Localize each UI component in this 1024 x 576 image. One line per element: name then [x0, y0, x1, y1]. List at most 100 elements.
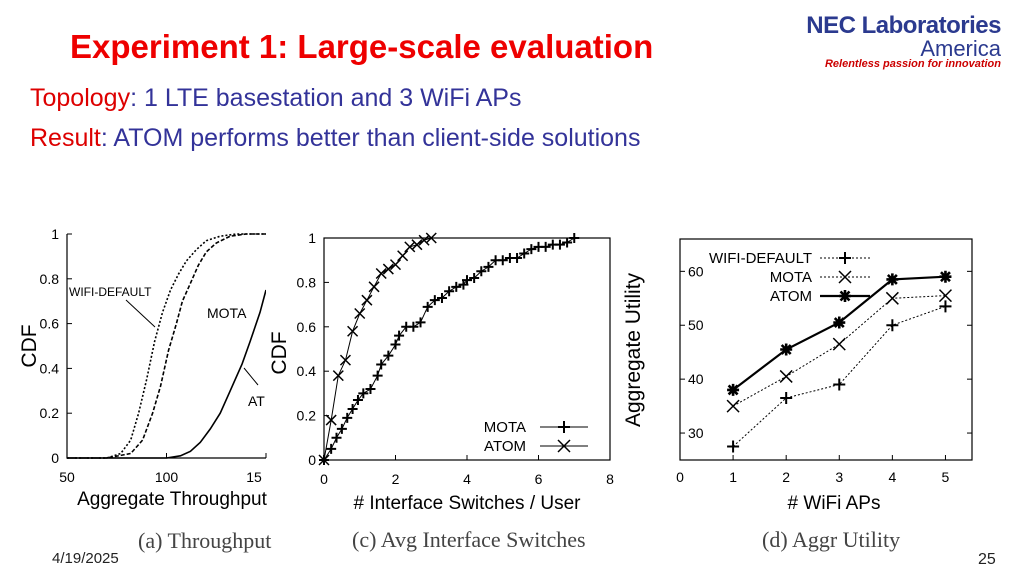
data-point-mota — [429, 295, 440, 306]
data-point-mota — [365, 383, 376, 394]
data-point-atom — [418, 234, 430, 246]
legend-label-atom: ATOM — [484, 438, 526, 455]
data-point-mota — [347, 403, 358, 414]
plot-frame — [66, 234, 266, 459]
data-point-mota — [476, 266, 487, 277]
data-point-mota — [512, 252, 523, 263]
y-tick-label: 1 — [51, 226, 59, 242]
series-group — [67, 233, 266, 459]
data-point-mota — [444, 286, 455, 297]
legend-label-mota: MOTA — [484, 419, 526, 436]
y-tick-label: 1 — [308, 230, 316, 246]
legend-marker-wifi-default — [839, 252, 851, 264]
y-tick-label: 0.6 — [297, 319, 317, 335]
data-point-mota — [526, 244, 537, 255]
legend-label-wifi-default: WIFI-DEFAULT — [709, 250, 812, 267]
annotation-wifi-default: WIFI-DEFAULT — [69, 285, 152, 299]
caption-interface-switches: (c) Avg Interface Switches — [352, 527, 586, 552]
series-line-atom — [323, 237, 432, 461]
data-point-mota — [342, 412, 353, 423]
legend-marker-atom — [557, 439, 571, 453]
legend-marker-mota — [558, 421, 570, 433]
y-tick-label: 0.2 — [297, 408, 317, 424]
data-point-mota — [483, 261, 494, 272]
data-point-atom — [375, 267, 387, 280]
data-point-wifi-default — [939, 300, 952, 313]
data-point-mota — [497, 255, 508, 266]
data-point-atom — [780, 343, 793, 356]
data-point-mota — [554, 239, 565, 250]
x-axis-label: # WiFi APs — [788, 493, 881, 514]
data-point-atom — [332, 370, 344, 382]
data-point-mota — [938, 289, 952, 303]
data-point-atom — [361, 294, 373, 306]
data-point-atom — [354, 307, 366, 320]
series-line-wifi-default — [67, 233, 266, 459]
y-tick-label: 60 — [688, 263, 704, 279]
data-point-mota — [885, 291, 899, 305]
data-point-atom — [425, 232, 437, 244]
logo-line2: America — [920, 36, 1001, 61]
nec-logo: NEC Laboratories America Relentless pass… — [790, 10, 1015, 70]
x-tick-label: 4 — [888, 469, 896, 485]
x-tick-label: 0 — [320, 471, 328, 487]
data-point-mota — [394, 330, 405, 341]
x-tick-label: 100 — [155, 469, 179, 485]
data-point-atom — [833, 316, 846, 329]
x-tick-label: 5 — [942, 469, 950, 485]
y-tick-label: 0.4 — [297, 363, 317, 379]
x-tick-label: 6 — [535, 471, 543, 487]
plot-frame — [679, 238, 973, 461]
data-point-mota — [422, 301, 433, 312]
x-tick-label: 2 — [782, 469, 790, 485]
legend-label-mota: MOTA — [770, 269, 812, 286]
data-point-mota — [372, 370, 383, 381]
data-point-wifi-default — [833, 378, 846, 391]
y-tick-label: 0.8 — [40, 271, 60, 287]
y-axis-label: Aggregate Utility — [622, 272, 645, 427]
x-tick-label: 4 — [463, 471, 471, 487]
data-point-mota — [331, 432, 342, 443]
aggregate-utility-chart: 30 40 50 60 0 1 2 3 4 5 WIFI-DEFAULT MOTA ATOM # WiFi… — [622, 238, 973, 514]
x-axis-label: Aggregate Throughput — [77, 489, 268, 510]
data-point-wifi-default — [780, 392, 793, 405]
series-line-wifi-default — [732, 305, 946, 447]
data-point-atom — [368, 281, 380, 293]
data-point-mota — [408, 321, 419, 332]
annotation-arrow — [243, 367, 259, 386]
legend-label-atom: ATOM — [770, 288, 812, 305]
series-line-atom — [67, 289, 266, 459]
x-tick-label: 2 — [392, 471, 400, 487]
data-point-atom — [404, 241, 416, 253]
y-tick-label: 0.2 — [40, 405, 60, 421]
data-point-mota — [358, 388, 369, 399]
data-point-mota — [562, 237, 573, 248]
y-tick-label: 0.6 — [40, 316, 60, 332]
data-point-mota — [326, 443, 337, 454]
data-point-wifi-default — [727, 440, 740, 453]
y-tick-label: 0.4 — [40, 360, 60, 376]
result-key: Result — [30, 124, 101, 152]
x-tick-label: 8 — [606, 471, 614, 487]
data-point-mota — [390, 339, 401, 350]
data-point-atom — [886, 273, 899, 286]
result-value: : ATOM performs better than client-side … — [100, 124, 641, 152]
throughput-cdf-chart: 0 0.2 0.4 0.6 0.8 1 50 100 15 WIFI-DEFAULT MOTA AT A… — [18, 226, 268, 510]
caption-throughput: (a) Throughput — [138, 528, 272, 553]
annotation-mota: MOTA — [207, 305, 247, 321]
y-tick-label: 0.8 — [297, 274, 317, 290]
y-axis-label: CDF — [18, 324, 41, 367]
data-point-atom — [939, 270, 952, 283]
logo-tagline: Relentless passion for innovation — [824, 58, 1001, 70]
data-point-mota — [336, 423, 347, 434]
data-point-mota — [569, 233, 580, 243]
y-tick-label: 30 — [688, 425, 704, 441]
x-tick-label: 50 — [59, 469, 75, 485]
data-point-atom — [318, 454, 330, 466]
topology-line: Topology: 1 LTE basestation and 3 WiFi A… — [30, 84, 521, 113]
data-point-atom — [347, 325, 359, 337]
y-tick-label: 0 — [308, 452, 316, 468]
slide-title: Experiment 1: Large-scale evaluation — [70, 28, 654, 65]
legend-marker-atom — [839, 290, 851, 302]
data-point-mota — [462, 275, 472, 286]
